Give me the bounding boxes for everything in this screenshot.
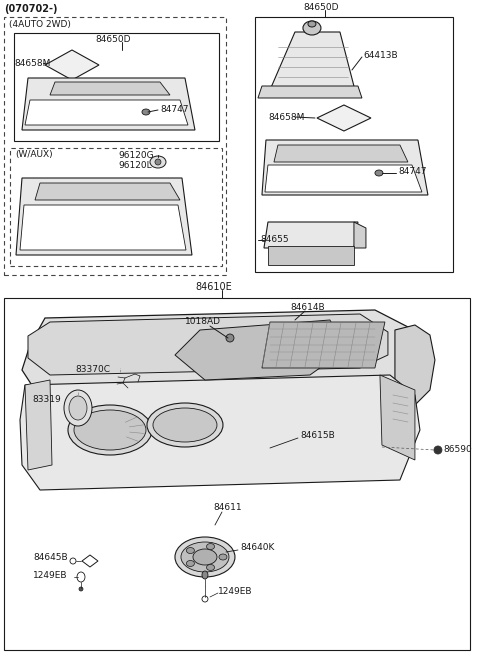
Polygon shape bbox=[175, 320, 345, 380]
Text: 83319: 83319 bbox=[32, 396, 61, 405]
Polygon shape bbox=[25, 100, 188, 125]
Text: 84650D: 84650D bbox=[303, 3, 338, 12]
Bar bbox=[4, 17, 226, 275]
Bar bbox=[255, 17, 453, 272]
Polygon shape bbox=[16, 178, 192, 255]
Ellipse shape bbox=[186, 560, 194, 567]
Text: 84611: 84611 bbox=[213, 504, 241, 512]
Text: 84610E: 84610E bbox=[195, 282, 232, 292]
Ellipse shape bbox=[434, 446, 442, 454]
Polygon shape bbox=[274, 145, 408, 162]
Ellipse shape bbox=[64, 390, 92, 426]
Ellipse shape bbox=[69, 396, 87, 420]
Ellipse shape bbox=[142, 109, 150, 115]
Text: 1249EB: 1249EB bbox=[33, 571, 68, 579]
Text: 84615B: 84615B bbox=[300, 430, 335, 440]
Polygon shape bbox=[262, 140, 428, 195]
Polygon shape bbox=[317, 105, 371, 131]
Text: 84650D: 84650D bbox=[95, 35, 131, 43]
Ellipse shape bbox=[147, 403, 223, 447]
Polygon shape bbox=[22, 310, 420, 390]
Ellipse shape bbox=[186, 548, 194, 554]
Text: 84655: 84655 bbox=[260, 236, 288, 245]
Text: 1018AD: 1018AD bbox=[185, 318, 221, 327]
Ellipse shape bbox=[193, 549, 217, 565]
Polygon shape bbox=[264, 222, 358, 248]
Text: 96120L: 96120L bbox=[118, 161, 152, 171]
Text: 84658M: 84658M bbox=[268, 112, 304, 121]
Text: 96120G: 96120G bbox=[118, 150, 154, 159]
Polygon shape bbox=[22, 78, 195, 130]
Bar bbox=[4, 298, 470, 650]
Text: 84747: 84747 bbox=[398, 167, 426, 176]
Ellipse shape bbox=[181, 542, 229, 572]
Text: (4AUTO 2WD): (4AUTO 2WD) bbox=[9, 20, 71, 28]
Polygon shape bbox=[35, 183, 180, 200]
Polygon shape bbox=[395, 325, 435, 405]
Ellipse shape bbox=[150, 156, 166, 168]
Text: 84747: 84747 bbox=[160, 106, 189, 115]
Bar bbox=[14, 33, 219, 141]
Text: 1249EB: 1249EB bbox=[218, 586, 252, 596]
Text: 84645B: 84645B bbox=[33, 554, 68, 562]
Polygon shape bbox=[262, 322, 385, 368]
Text: 84658M: 84658M bbox=[14, 58, 50, 68]
Polygon shape bbox=[270, 32, 355, 90]
Ellipse shape bbox=[175, 537, 235, 577]
Ellipse shape bbox=[219, 554, 227, 560]
Polygon shape bbox=[268, 246, 354, 265]
Text: 84614B: 84614B bbox=[290, 302, 324, 312]
Ellipse shape bbox=[308, 21, 316, 27]
Ellipse shape bbox=[155, 159, 161, 165]
Text: 64413B: 64413B bbox=[363, 52, 397, 60]
Text: (W/AUX): (W/AUX) bbox=[15, 150, 53, 159]
Ellipse shape bbox=[375, 170, 383, 176]
Bar bbox=[10, 148, 222, 266]
Ellipse shape bbox=[206, 564, 215, 571]
Polygon shape bbox=[354, 222, 366, 248]
Ellipse shape bbox=[206, 544, 215, 550]
Polygon shape bbox=[45, 50, 99, 80]
Polygon shape bbox=[25, 380, 52, 470]
Polygon shape bbox=[20, 375, 420, 490]
Polygon shape bbox=[28, 314, 388, 375]
Polygon shape bbox=[50, 82, 170, 95]
Text: 83370C: 83370C bbox=[75, 365, 110, 375]
Text: 84640K: 84640K bbox=[240, 544, 275, 552]
Polygon shape bbox=[258, 86, 362, 98]
Ellipse shape bbox=[226, 334, 234, 342]
Polygon shape bbox=[265, 165, 422, 192]
Ellipse shape bbox=[153, 408, 217, 442]
Ellipse shape bbox=[74, 410, 146, 450]
Text: 86590: 86590 bbox=[443, 445, 472, 455]
Ellipse shape bbox=[79, 587, 83, 591]
Ellipse shape bbox=[202, 571, 208, 579]
Polygon shape bbox=[20, 205, 186, 250]
Text: (070702-): (070702-) bbox=[4, 4, 58, 14]
Ellipse shape bbox=[68, 405, 152, 455]
Ellipse shape bbox=[303, 21, 321, 35]
Polygon shape bbox=[380, 375, 415, 460]
